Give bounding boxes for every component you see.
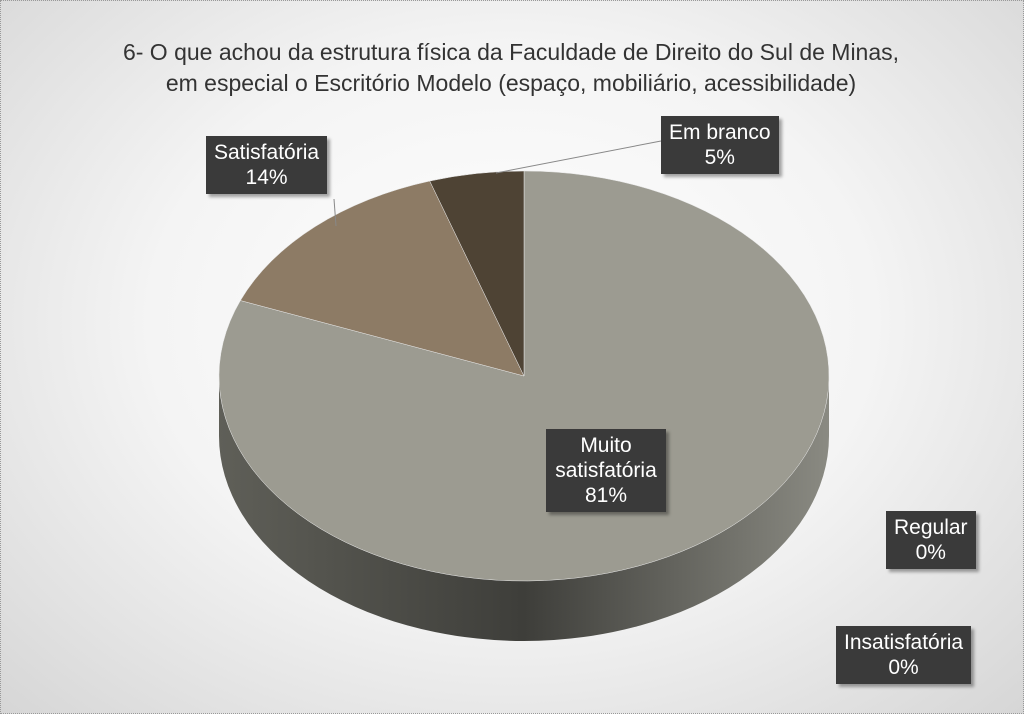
label-text: 0% xyxy=(915,541,946,564)
data-label: Regular 0% xyxy=(886,511,976,569)
label-text: Muito satisfatória xyxy=(555,434,657,482)
data-label: Muito satisfatória 81% xyxy=(546,429,666,512)
label-text: Em branco xyxy=(669,121,771,144)
chart-title: 6- O que achou da estrutura física da Fa… xyxy=(122,39,900,96)
label-text: 81% xyxy=(584,484,628,507)
leader-line xyxy=(495,140,662,174)
pie-slice xyxy=(429,170,525,377)
label-text: 14% xyxy=(245,166,288,189)
label-text: Satisfatória xyxy=(214,141,320,164)
label-text: 0% xyxy=(888,656,919,679)
leader-line xyxy=(333,198,337,227)
label-text: Insatisfatória xyxy=(844,631,964,654)
data-label: Insatisfatória 0% xyxy=(836,626,972,684)
label-text: 5% xyxy=(704,146,735,169)
pie-side xyxy=(219,376,829,641)
data-label: Em branco 5% xyxy=(661,116,779,174)
data-label: Satisfatória 14% xyxy=(206,136,328,194)
label-text: Regular xyxy=(894,516,968,539)
